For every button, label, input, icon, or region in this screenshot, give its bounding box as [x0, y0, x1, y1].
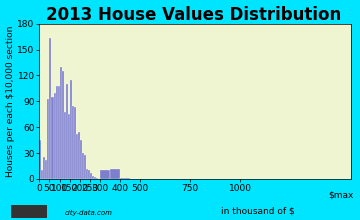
Bar	[58, 86, 59, 179]
Bar	[44, 157, 45, 179]
Bar	[100, 170, 110, 179]
Bar	[40, 140, 41, 179]
Bar	[90, 173, 92, 179]
Bar	[80, 140, 82, 179]
Bar	[78, 132, 80, 179]
Bar	[69, 80, 72, 179]
Bar	[86, 169, 87, 179]
Bar	[49, 38, 51, 179]
Bar	[68, 114, 69, 179]
Bar	[48, 99, 49, 179]
Bar	[54, 93, 55, 179]
Bar	[64, 112, 66, 179]
Bar	[72, 106, 73, 179]
Bar	[76, 134, 78, 179]
Bar	[73, 107, 76, 179]
Text: 2013 House Values Distribution: 2013 House Values Distribution	[46, 6, 341, 24]
Bar	[51, 97, 54, 179]
Bar	[84, 155, 86, 179]
Y-axis label: Houses per each $10,000 section: Houses per each $10,000 section	[5, 26, 14, 177]
Bar	[96, 178, 98, 179]
Bar	[45, 160, 48, 179]
Text: $max: $max	[328, 190, 354, 199]
Bar	[92, 176, 94, 179]
Bar	[41, 170, 44, 179]
Bar	[62, 71, 64, 179]
Bar	[94, 177, 96, 179]
Bar	[55, 86, 58, 179]
Bar	[87, 170, 90, 179]
Bar	[59, 67, 62, 179]
Bar	[130, 178, 140, 179]
Bar	[110, 169, 120, 179]
Bar	[82, 153, 84, 179]
Bar	[66, 84, 68, 179]
Text: in thousand of $: in thousand of $	[221, 207, 295, 216]
Text: city-data.com: city-data.com	[65, 209, 113, 216]
Bar	[120, 178, 130, 179]
